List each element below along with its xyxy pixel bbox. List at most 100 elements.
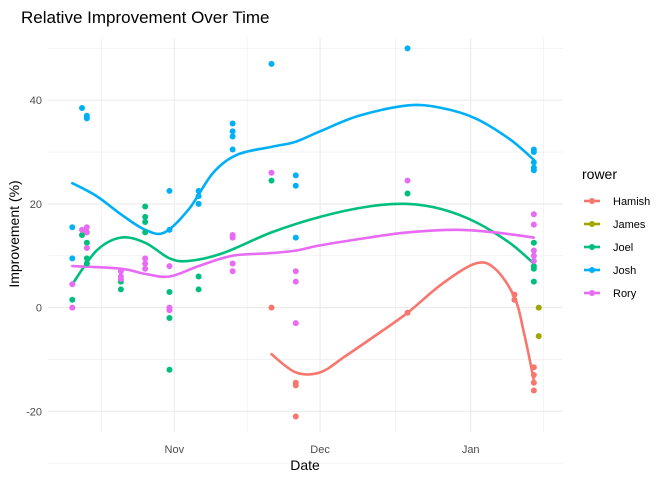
point-joel — [117, 286, 124, 293]
point-rory — [530, 247, 537, 254]
point-joel — [404, 190, 411, 197]
point-joel — [166, 289, 173, 296]
point-joel — [142, 213, 149, 220]
point-josh — [530, 159, 537, 166]
point-josh — [195, 187, 202, 194]
legend-item-rory: Rory — [584, 288, 637, 300]
legend-item-hamish: Hamish — [584, 196, 650, 208]
point-hamish — [404, 309, 411, 316]
point-rory — [229, 268, 236, 275]
legend-key-point-joel — [589, 244, 595, 250]
point-josh — [229, 133, 236, 140]
legend-key-point-james — [589, 221, 595, 227]
trend-line-josh — [71, 103, 536, 236]
point-josh — [195, 193, 202, 200]
legend-key-point-rory — [589, 290, 595, 296]
legend-item-josh: Josh — [584, 265, 636, 277]
point-rory — [79, 226, 86, 233]
point-joel — [142, 219, 149, 226]
point-hamish — [268, 304, 275, 311]
point-rory — [117, 268, 124, 275]
y-tick-label: 0 — [36, 303, 42, 315]
point-rory — [530, 211, 537, 218]
point-rory — [83, 224, 90, 231]
legend-item-joel: Joel — [584, 242, 633, 254]
point-josh — [404, 45, 411, 52]
point-james — [535, 333, 542, 340]
point-joel — [83, 260, 90, 267]
point-rory — [229, 260, 236, 267]
point-hamish — [530, 371, 537, 378]
y-tick-label: 40 — [30, 95, 42, 107]
x-tick-label: Jan — [462, 444, 480, 456]
point-rory — [142, 260, 149, 267]
tick-labels: -20 0 20 40 Nov Dec Jan — [26, 95, 479, 456]
point-rory — [530, 221, 537, 228]
legend-title: rower — [582, 166, 617, 182]
x-axis-title: Date — [290, 457, 320, 473]
point-josh — [166, 226, 173, 233]
point-rory — [292, 268, 299, 275]
legend-label-rory: Rory — [613, 288, 637, 300]
legend-label-josh: Josh — [613, 265, 636, 277]
legend-label-james: James — [613, 219, 646, 231]
legend-item-james: James — [584, 219, 646, 231]
point-rory — [69, 281, 76, 288]
point-joel — [530, 278, 537, 285]
point-rory — [268, 169, 275, 176]
point-rory — [166, 263, 173, 270]
legend-key-point-josh — [589, 267, 595, 273]
x-tick-label: Dec — [310, 444, 330, 456]
point-josh — [79, 104, 86, 111]
point-joel — [530, 265, 537, 272]
point-josh — [530, 167, 537, 174]
legend-label-joel: Joel — [613, 242, 633, 254]
point-josh — [292, 234, 299, 241]
y-tick-label: -20 — [26, 406, 42, 418]
point-rory — [166, 307, 173, 314]
point-hamish — [511, 291, 518, 298]
point-josh — [195, 200, 202, 207]
data-points — [69, 45, 542, 420]
point-joel — [195, 273, 202, 280]
point-joel — [142, 229, 149, 236]
legend: rower Hamish James Joel Josh Rory — [582, 166, 650, 300]
y-tick-label: 20 — [30, 199, 42, 211]
point-joel — [166, 314, 173, 321]
point-rory — [530, 252, 537, 259]
legend-label-hamish: Hamish — [613, 196, 650, 208]
chart-title: Relative Improvement Over Time — [21, 8, 269, 27]
point-josh — [166, 187, 173, 194]
point-josh — [268, 60, 275, 67]
point-josh — [530, 149, 537, 156]
point-josh — [69, 255, 76, 262]
point-joel — [195, 286, 202, 293]
point-joel — [268, 177, 275, 184]
point-joel — [83, 239, 90, 246]
point-rory — [142, 255, 149, 262]
point-rory — [292, 278, 299, 285]
point-james — [535, 304, 542, 311]
point-rory — [292, 320, 299, 327]
trend-line-rory — [71, 228, 536, 279]
point-josh — [292, 172, 299, 179]
point-hamish — [511, 296, 518, 303]
point-rory — [404, 177, 411, 184]
point-josh — [229, 128, 236, 135]
point-josh — [83, 115, 90, 122]
x-tick-label: Nov — [165, 444, 185, 456]
point-rory — [69, 304, 76, 311]
point-rory — [142, 265, 149, 272]
point-rory — [83, 229, 90, 236]
point-hamish — [292, 413, 299, 420]
legend-items: Hamish James Joel Josh Rory — [584, 196, 650, 300]
point-joel — [69, 296, 76, 303]
point-joel — [79, 232, 86, 238]
point-josh — [69, 224, 76, 231]
point-rory — [83, 244, 90, 251]
point-rory — [530, 257, 537, 264]
point-hamish — [530, 379, 537, 386]
point-rory — [229, 234, 236, 241]
